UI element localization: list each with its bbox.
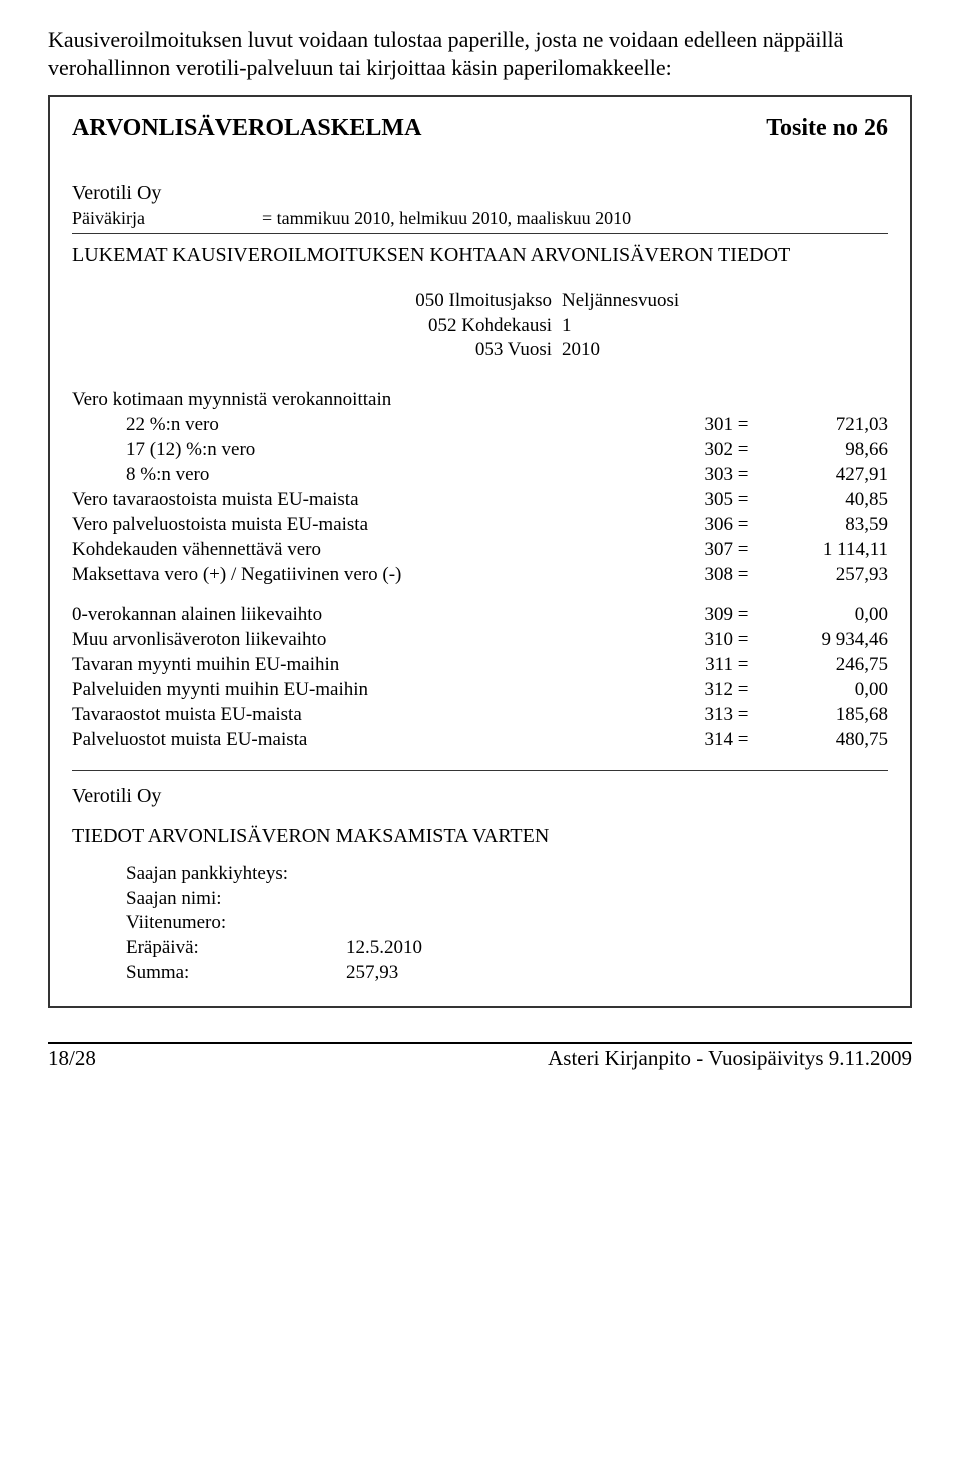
row-value: 185,68: [748, 702, 888, 727]
pay-label: Viitenumero:: [72, 911, 346, 936]
page-footer: 18/28 Asteri Kirjanpito - Vuosipäivitys …: [48, 1046, 912, 1071]
row-value: 98,66: [748, 437, 888, 462]
tax-table: Vero kotimaan myynnistä verokannoittain …: [72, 387, 888, 752]
meta-row: 052 Kohdekausi 1: [72, 314, 888, 339]
row-label: 22 %:n vero: [72, 412, 653, 437]
doc-tosite: Tosite no 26: [766, 115, 888, 142]
section-title-1: LUKEMAT KAUSIVEROILMOITUKSEN KOHTAAN ARV…: [72, 244, 888, 267]
row-code: 310 =: [653, 627, 749, 652]
divider: [72, 233, 888, 234]
row-code: 302 =: [653, 437, 749, 462]
period-label: Päiväkirja: [72, 208, 262, 229]
table-row: Tavaraostot muista EU-maista313 =185,68: [72, 702, 888, 727]
intro-text: Kausiveroilmoituksen luvut voidaan tulos…: [48, 26, 912, 81]
row-value: 83,59: [748, 512, 888, 537]
pay-label: Saajan nimi:: [72, 887, 346, 912]
row-label: Tavaran myynti muihin EU-maihin: [72, 652, 653, 677]
row-code: 308 =: [653, 562, 749, 587]
payment-block: Saajan pankkiyhteys: Saajan nimi: Viiten…: [72, 862, 888, 985]
row-value: 0,00: [748, 602, 888, 627]
row-value: 246,75: [748, 652, 888, 677]
footer-product: Asteri Kirjanpito - Vuosipäivitys 9.11.2…: [548, 1046, 912, 1071]
footer-page-number: 18/28: [48, 1046, 96, 1071]
row-label: Palveluiden myynti muihin EU-maihin: [72, 677, 653, 702]
table-row: 22 %:n vero301 =721,03: [72, 412, 888, 437]
row-label: Palveluostot muista EU-maista: [72, 727, 653, 752]
document-header: ARVONLISÄVEROLASKELMA Tosite no 26: [72, 115, 888, 142]
page: Kausiveroilmoituksen luvut voidaan tulos…: [0, 0, 960, 1091]
divider: [72, 770, 888, 771]
pay-label: Saajan pankkiyhteys:: [72, 862, 346, 887]
spacer: [72, 587, 888, 602]
period-value: = tammikuu 2010, helmikuu 2010, maalisku…: [262, 208, 631, 229]
row-label: Tavaraostot muista EU-maista: [72, 702, 653, 727]
company-name-2: Verotili Oy: [72, 785, 888, 808]
pay-label: Eräpäivä:: [72, 936, 346, 961]
meta-value: Neljännesvuosi: [562, 289, 679, 314]
table-row: Vero palveluostoista muista EU-maista306…: [72, 512, 888, 537]
spacer: [72, 811, 888, 825]
meta-block: 050 Ilmoitusjakso Neljännesvuosi 052 Koh…: [72, 289, 888, 363]
pay-label: Summa:: [72, 961, 346, 986]
pay-value: 257,93: [346, 961, 398, 986]
period-row: Päiväkirja = tammikuu 2010, helmikuu 201…: [72, 208, 888, 229]
row-label: Kohdekauden vähennettävä vero: [72, 537, 653, 562]
table-row: 17 (12) %:n vero302 =98,66: [72, 437, 888, 462]
pay-row: Saajan pankkiyhteys:: [72, 862, 888, 887]
company-name: Verotili Oy: [72, 182, 888, 205]
row-code: 309 =: [653, 602, 749, 627]
table-row: Vero tavaraostoista muista EU-maista305 …: [72, 487, 888, 512]
row-label: 8 %:n vero: [72, 462, 653, 487]
row-value: 40,85: [748, 487, 888, 512]
row-code: 312 =: [653, 677, 749, 702]
pay-row: Viitenumero:: [72, 911, 888, 936]
table-row: Tavaran myynti muihin EU-maihin311 =246,…: [72, 652, 888, 677]
pay-row: Eräpäivä:12.5.2010: [72, 936, 888, 961]
row-value: 0,00: [748, 677, 888, 702]
pay-row: Summa:257,93: [72, 961, 888, 986]
row-value: 9 934,46: [748, 627, 888, 652]
row-code: 303 =: [653, 462, 749, 487]
meta-value: 2010: [562, 338, 600, 363]
row-label: 0-verokannan alainen liikevaihto: [72, 602, 653, 627]
row-label: Maksettava vero (+) / Negatiivinen vero …: [72, 562, 653, 587]
group-heading: Vero kotimaan myynnistä verokannoittain: [72, 387, 888, 412]
group-heading-row: Vero kotimaan myynnistä verokannoittain: [72, 387, 888, 412]
row-code: 301 =: [653, 412, 749, 437]
row-code: 314 =: [653, 727, 749, 752]
table-row: Kohdekauden vähennettävä vero307 =1 114,…: [72, 537, 888, 562]
row-value: 721,03: [748, 412, 888, 437]
row-code: 307 =: [653, 537, 749, 562]
row-label: 17 (12) %:n vero: [72, 437, 653, 462]
meta-label: 050 Ilmoitusjakso: [72, 289, 562, 314]
row-value: 427,91: [748, 462, 888, 487]
row-code: 305 =: [653, 487, 749, 512]
meta-label: 052 Kohdekausi: [72, 314, 562, 339]
row-label: Muu arvonlisäveroton liikevaihto: [72, 627, 653, 652]
document-frame: ARVONLISÄVEROLASKELMA Tosite no 26 Verot…: [48, 95, 912, 1008]
doc-title: ARVONLISÄVEROLASKELMA: [72, 115, 421, 142]
meta-row: 050 Ilmoitusjakso Neljännesvuosi: [72, 289, 888, 314]
table-row: 0-verokannan alainen liikevaihto309 =0,0…: [72, 602, 888, 627]
table-row: 8 %:n vero303 =427,91: [72, 462, 888, 487]
table-row: Maksettava vero (+) / Negatiivinen vero …: [72, 562, 888, 587]
pay-value: 12.5.2010: [346, 936, 422, 961]
table-row: Muu arvonlisäveroton liikevaihto310 =9 9…: [72, 627, 888, 652]
table-row: Palveluiden myynti muihin EU-maihin312 =…: [72, 677, 888, 702]
row-label: Vero tavaraostoista muista EU-maista: [72, 487, 653, 512]
row-code: 313 =: [653, 702, 749, 727]
meta-value: 1: [562, 314, 572, 339]
meta-row: 053 Vuosi 2010: [72, 338, 888, 363]
meta-label: 053 Vuosi: [72, 338, 562, 363]
row-label: Vero palveluostoista muista EU-maista: [72, 512, 653, 537]
footer-rule: [48, 1042, 912, 1044]
row-value: 257,93: [748, 562, 888, 587]
row-code: 311 =: [653, 652, 749, 677]
row-value: 1 114,11: [748, 537, 888, 562]
pay-row: Saajan nimi:: [72, 887, 888, 912]
row-code: 306 =: [653, 512, 749, 537]
row-value: 480,75: [748, 727, 888, 752]
table-row: Palveluostot muista EU-maista314 =480,75: [72, 727, 888, 752]
section-title-2: TIEDOT ARVONLISÄVERON MAKSAMISTA VARTEN: [72, 825, 888, 848]
